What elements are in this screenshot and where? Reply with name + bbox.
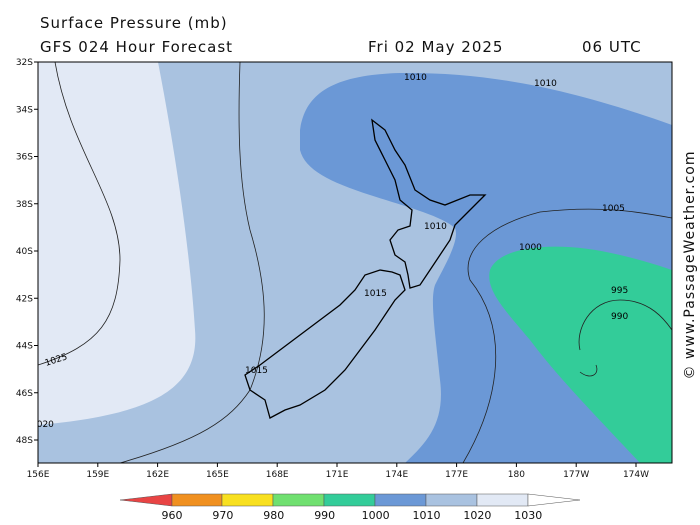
colorbar-swatch [425,493,478,507]
lon-label: 180 [508,470,525,480]
lat-label: 38S [16,200,33,210]
colorbar-label: 970 [212,509,233,522]
isobar [578,299,672,351]
lon-label: 168E [266,470,289,480]
lon-label: 162E [146,470,169,480]
lon-label: 171E [326,470,349,480]
region-1020-1030 [38,62,196,425]
contour-label: 1010 [534,79,557,89]
colorbar-swatch [119,493,173,507]
contour-label: 1005 [602,204,625,214]
colorbar: 960 970 980 990 1000 1010 1020 1030 [119,493,581,522]
colorbar-label: 990 [314,509,335,522]
contour-label: 995 [611,286,628,296]
colorbar-swatch [476,493,529,507]
date: Fri 02 May 2025 [368,38,503,56]
north-island [371,118,487,289]
map-frame [37,61,673,464]
lon-axis: 156E 159E 162E 165E 168E 171E 174E 177E 180 177W 1… [27,463,649,480]
lat-label: 32S [16,58,33,68]
map-area: 1010 1010 1010 1005 1000 995 990 1015 10… [31,62,672,463]
colorbar-swatch [527,493,581,507]
colorbar-label: 1030 [514,509,542,522]
lon-label: 177E [445,470,468,480]
lat-axis: 32S 34S 36S 38S 40S 42S 44S 46S 48S [16,58,38,446]
colorbar-label: 1000 [362,509,390,522]
lat-label: 36S [16,153,33,163]
credit: © www.PassageWeather.com [682,150,698,379]
lat-label: 42S [16,294,33,304]
lon-label: 156E [27,470,50,480]
contour-label: 1015 [245,366,268,376]
lon-label: 159E [86,470,109,480]
lat-label: 46S [16,389,33,399]
lon-label: 165E [206,470,229,480]
colorbar-swatch [221,493,274,507]
contour-label: 1015 [364,289,387,299]
colorbar-swatch [323,493,376,507]
time: 06 UTC [582,38,642,56]
contour-label: 990 [611,312,628,322]
colorbar-label: 960 [162,509,183,522]
lon-label: 174E [385,470,408,480]
lon-label: 177W [563,470,589,480]
lat-label: 44S [16,342,33,352]
isobar [119,62,265,463]
colorbar-swatch [272,493,325,507]
contour-label: 1010 [404,73,427,83]
lat-label: 48S [16,436,33,446]
colorbar-swatch [171,493,223,507]
isobar [579,364,598,377]
title: Surface Pressure (mb) [40,14,228,32]
south-island [244,269,406,419]
contour-label: 1000 [519,243,542,253]
colorbar-swatch [374,493,427,507]
contour-label: 1010 [424,222,447,232]
isobar [462,208,672,463]
lon-label: 174W [623,470,649,480]
isobar [38,62,121,366]
lat-label: 40S [16,247,33,257]
colorbar-label: 1010 [413,509,441,522]
contour-label: 1020 [31,420,54,430]
colorbar-label: 980 [263,509,284,522]
subtitle: GFS 024 Hour Forecast [40,38,233,56]
lat-label: 34S [16,105,33,115]
colorbar-label: 1020 [463,509,491,522]
